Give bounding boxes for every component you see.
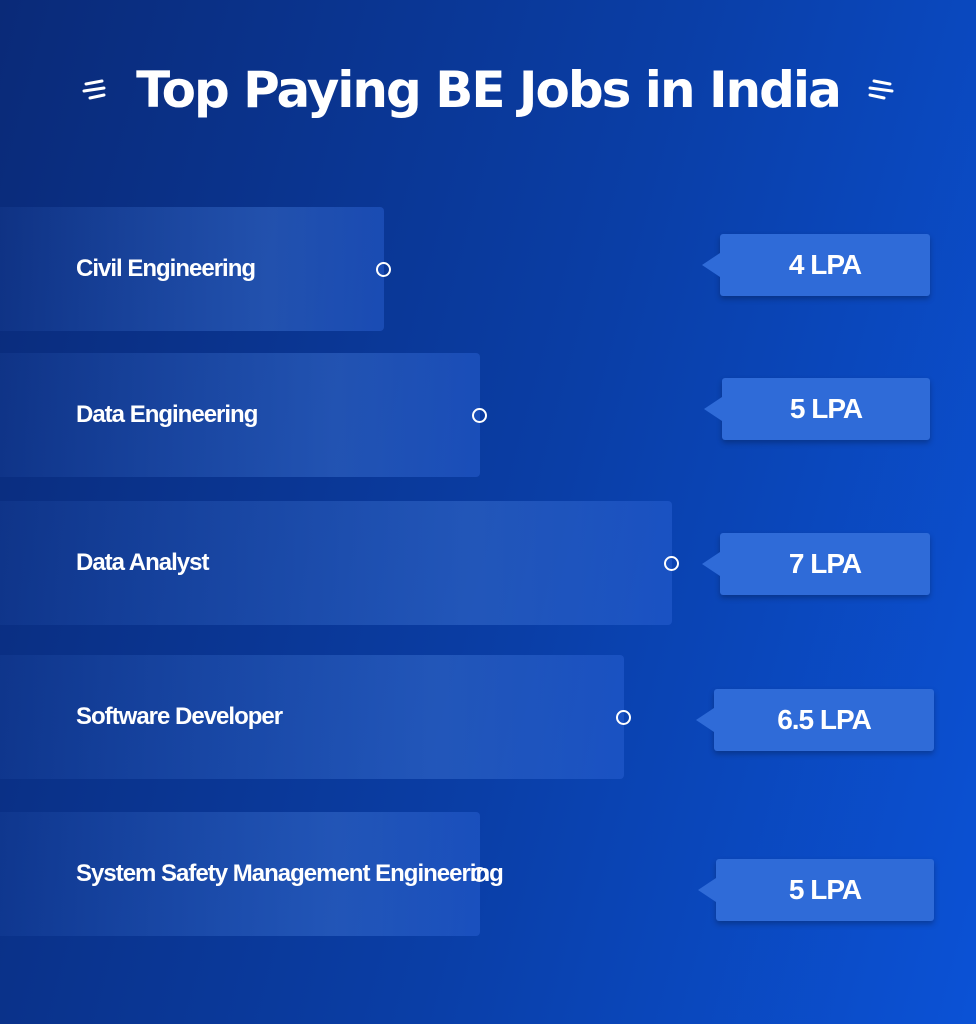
chart-row: Data Engineering 5 LPA: [0, 353, 976, 477]
callout-pointer: [696, 708, 714, 732]
bar-value-label: 4 LPA: [788, 249, 862, 280]
bar-value-label: 5 LPA: [788, 874, 862, 905]
bar-category-label: Civil Engineering: [76, 255, 256, 282]
value-callout: 7 LPA: [702, 533, 930, 595]
chart-row: Software Developer 6.5 LPA: [0, 655, 976, 779]
value-callout: 6.5 LPA: [696, 689, 934, 751]
bar-end-marker: [616, 710, 631, 725]
callout-pointer: [702, 253, 720, 277]
bar-end-marker: [472, 867, 487, 882]
bar-category-label: Software Developer: [76, 703, 283, 730]
chart-row: Civil Engineering 4 LPA: [0, 207, 976, 331]
value-callout: 4 LPA: [702, 234, 930, 296]
callout-pointer: [702, 552, 720, 576]
bar-end-marker: [472, 408, 487, 423]
bar-category-label: System Safety Management Engineering: [76, 860, 504, 887]
page-title: Top Paying BE Jobs in India: [136, 61, 842, 119]
chart-bar: [0, 812, 480, 936]
bar-end-marker: [376, 262, 391, 277]
callout-pointer: [704, 397, 722, 421]
chart-row: System Safety Management Engineering 5 LP…: [0, 812, 976, 936]
chart-bar: [0, 655, 624, 779]
bar-value-label: 6.5 LPA: [777, 704, 872, 735]
value-callout: 5 LPA: [698, 859, 934, 921]
bar-category-label: Data Analyst: [76, 549, 209, 576]
sparkle-left-icon: [82, 79, 106, 100]
bar-category-label: Data Engineering: [76, 401, 258, 428]
chart-bar: [0, 207, 384, 331]
chart-row: Data Analyst 7 LPA: [0, 501, 976, 625]
chart-bar: [0, 353, 480, 477]
bar-value-label: 5 LPA: [789, 393, 863, 424]
title-row: Top Paying BE Jobs in India: [0, 58, 976, 122]
value-callout: 5 LPA: [704, 378, 930, 440]
bar-end-marker: [664, 556, 679, 571]
callout-pointer: [698, 878, 716, 902]
bar-value-label: 7 LPA: [788, 548, 862, 579]
chart-bar: [0, 501, 672, 625]
sparkle-right-icon: [868, 79, 894, 100]
